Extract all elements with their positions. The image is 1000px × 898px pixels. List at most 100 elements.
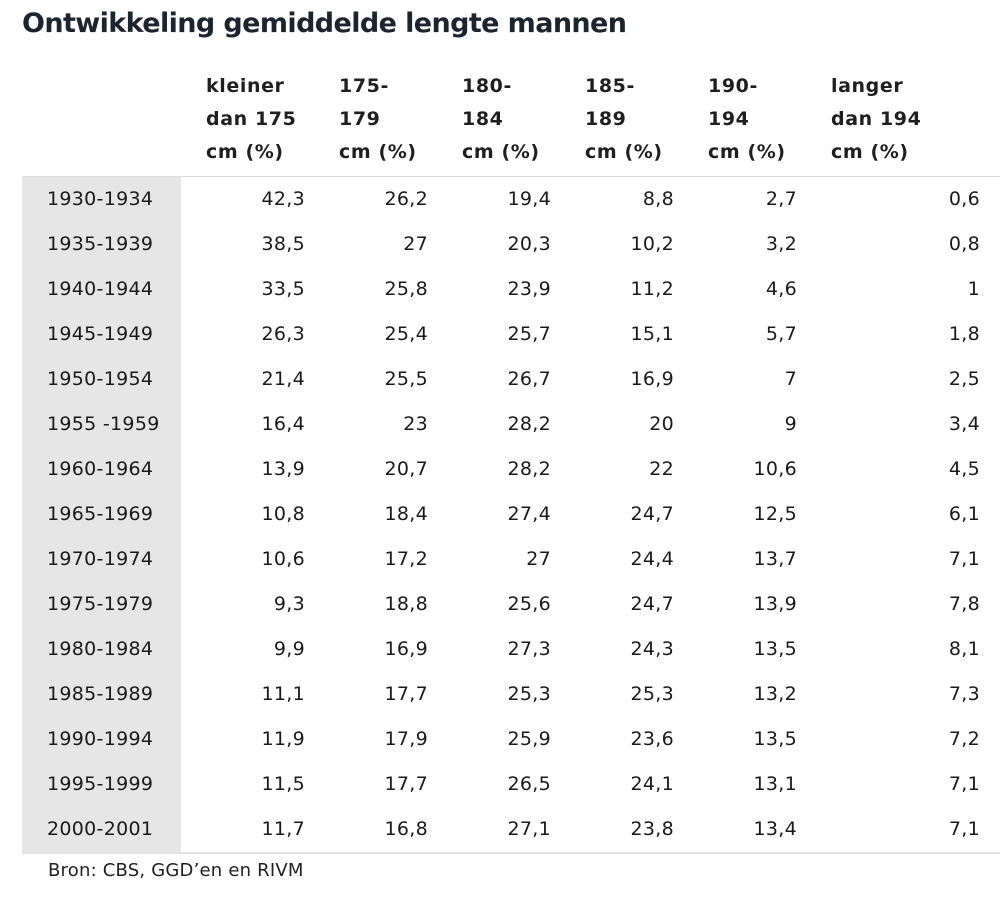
period-label: 1990-1994 xyxy=(22,717,181,762)
percentage-cell: 27 xyxy=(403,233,428,255)
percentage-cell: 13,7 xyxy=(753,548,797,570)
percentage-cell: 20 xyxy=(649,413,674,435)
table-row: 1950-1954 21,4 25,5 26,7 16,9 7 2,5 xyxy=(22,357,1000,402)
percentage-cell: 33,5 xyxy=(261,278,305,300)
period-label: 1995-1999 xyxy=(22,762,181,807)
header-row: kleiner dan 175 cm (%) 175- 179 cm (%) 180- 184… xyxy=(22,70,1000,177)
percentage-cell: 27,4 xyxy=(507,503,551,525)
percentage-cell: 10,6 xyxy=(261,548,305,570)
percentage-cell: 24,4 xyxy=(630,548,674,570)
percentage-cell: 25,7 xyxy=(507,323,551,345)
table-row: 1935-1939 38,5 27 20,3 10,2 3,2 0,8 xyxy=(22,222,1000,267)
percentage-cell: 11,7 xyxy=(261,818,305,840)
percentage-cell: 0,6 xyxy=(948,188,980,210)
column-header-line: 179 xyxy=(339,108,381,130)
percentage-cell: 13,1 xyxy=(753,773,797,795)
table-row: 1940-1944 33,5 25,8 23,9 11,2 4,6 1 xyxy=(22,267,1000,312)
period-label: 1940-1944 xyxy=(22,267,181,312)
percentage-cell: 24,7 xyxy=(630,503,674,525)
percentage-cell: 11,5 xyxy=(261,773,305,795)
column-header-line: cm (%) xyxy=(339,141,417,163)
table-body: 1930-1934 42,3 26,2 19,4 8,8 2,7 0,6 1935-1939 3… xyxy=(22,176,1000,853)
period-label: 1950-1954 xyxy=(22,357,181,402)
period-label: 1970-1974 xyxy=(22,537,181,582)
percentage-cell: 28,2 xyxy=(507,413,551,435)
percentage-cell: 22 xyxy=(649,458,674,480)
source-note: Bron: CBS, GGD’en en RIVM xyxy=(48,860,304,881)
percentage-cell: 10,6 xyxy=(753,458,797,480)
percentage-cell: 24,3 xyxy=(630,638,674,660)
percentage-cell: 13,2 xyxy=(753,683,797,705)
period-label: 1960-1964 xyxy=(22,447,181,492)
column-header-line: 189 xyxy=(585,108,627,130)
percentage-cell: 24,7 xyxy=(630,593,674,615)
period-label: 1975-1979 xyxy=(22,582,181,627)
column-header-line: 184 xyxy=(462,108,504,130)
percentage-cell: 1 xyxy=(967,278,980,300)
percentage-cell: 4,5 xyxy=(948,458,980,480)
percentage-cell: 18,4 xyxy=(384,503,428,525)
percentage-cell: 26,2 xyxy=(384,188,428,210)
column-header-line: cm (%) xyxy=(206,141,284,163)
percentage-cell: 7,3 xyxy=(948,683,980,705)
percentage-cell: 16,9 xyxy=(384,638,428,660)
table-row: 1960-1964 13,9 20,7 28,2 22 10,6 4,5 xyxy=(22,447,1000,492)
column-header-line: cm (%) xyxy=(831,141,909,163)
percentage-cell: 7,2 xyxy=(948,728,980,750)
chart-title: Ontwikkeling gemiddelde lengte mannen xyxy=(22,8,627,39)
table-row: 1955 -1959 16,4 23 28,2 20 9 3,4 xyxy=(22,402,1000,447)
column-header: langer dan 194 cm (%) xyxy=(817,70,1000,177)
percentage-cell: 26,3 xyxy=(261,323,305,345)
percentage-cell: 25,3 xyxy=(507,683,551,705)
column-header: kleiner dan 175 cm (%) xyxy=(181,70,325,177)
percentage-cell: 9,9 xyxy=(273,638,305,660)
percentage-cell: 24,1 xyxy=(630,773,674,795)
percentage-cell: 25,6 xyxy=(507,593,551,615)
column-header-line: cm (%) xyxy=(708,141,786,163)
percentage-cell: 23 xyxy=(403,413,428,435)
column-header-line: 190- xyxy=(708,75,758,97)
percentage-cell: 16,4 xyxy=(261,413,305,435)
column-header-line: langer xyxy=(831,75,904,97)
column-header-line: 180- xyxy=(462,75,512,97)
percentage-cell: 16,9 xyxy=(630,368,674,390)
percentage-cell: 15,1 xyxy=(630,323,674,345)
percentage-cell: 26,7 xyxy=(507,368,551,390)
percentage-cell: 11,9 xyxy=(261,728,305,750)
percentage-cell: 3,4 xyxy=(948,413,980,435)
percentage-cell: 25,9 xyxy=(507,728,551,750)
period-label: 1965-1969 xyxy=(22,492,181,537)
percentage-cell: 8,8 xyxy=(642,188,674,210)
percentage-cell: 25,8 xyxy=(384,278,428,300)
percentage-cell: 17,9 xyxy=(384,728,428,750)
column-header-line: 194 xyxy=(708,108,750,130)
column-header: 180- 184 cm (%) xyxy=(448,70,571,177)
column-header-line: cm (%) xyxy=(462,141,540,163)
column-header: 185- 189 cm (%) xyxy=(571,70,694,177)
percentage-cell: 25,3 xyxy=(630,683,674,705)
table-row: 1965-1969 10,8 18,4 27,4 24,7 12,5 6,1 xyxy=(22,492,1000,537)
percentage-cell: 13,9 xyxy=(261,458,305,480)
table-row: 1995-1999 11,5 17,7 26,5 24,1 13,1 7,1 xyxy=(22,762,1000,807)
column-header-line: 185- xyxy=(585,75,635,97)
percentage-cell: 25,4 xyxy=(384,323,428,345)
percentage-cell: 3,2 xyxy=(765,233,797,255)
percentage-cell: 27,1 xyxy=(507,818,551,840)
percentage-cell: 13,5 xyxy=(753,728,797,750)
percentage-cell: 20,3 xyxy=(507,233,551,255)
percentage-cell: 7 xyxy=(784,368,797,390)
percentage-cell: 23,9 xyxy=(507,278,551,300)
percentage-cell: 20,7 xyxy=(384,458,428,480)
column-header: 190- 194 cm (%) xyxy=(694,70,817,177)
column-header-line: dan 175 xyxy=(206,108,297,130)
header-period xyxy=(22,70,181,177)
percentage-cell: 19,4 xyxy=(507,188,551,210)
column-header: 175- 179 cm (%) xyxy=(325,70,448,177)
table-row: 1970-1974 10,6 17,2 27 24,4 13,7 7,1 xyxy=(22,537,1000,582)
percentage-cell: 9 xyxy=(784,413,797,435)
percentage-cell: 27,3 xyxy=(507,638,551,660)
percentage-cell: 18,8 xyxy=(384,593,428,615)
period-label: 1945-1949 xyxy=(22,312,181,357)
column-header-line: kleiner xyxy=(206,75,285,97)
percentage-cell: 7,8 xyxy=(948,593,980,615)
